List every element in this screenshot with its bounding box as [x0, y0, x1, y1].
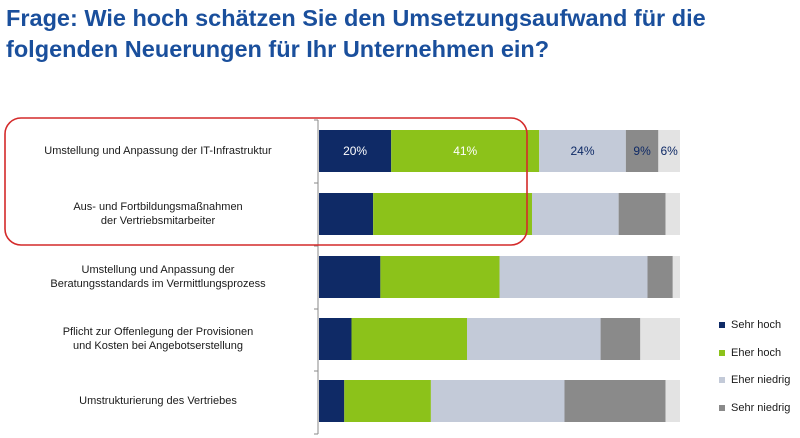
data-label: 6% [660, 144, 678, 158]
bar-segment [499, 256, 648, 298]
chart-title-line-2: folgenden Neuerungen für Ihr Unternehmen… [6, 36, 550, 62]
category-label-line: der Vertriebsmitarbeiter [100, 215, 216, 227]
category-label-line: Pflicht zur Offenlegung der Provisionen [62, 326, 254, 338]
bar-segment [600, 318, 641, 360]
category-label-line: Umstellung und Anpassung der IT-Infrastr… [44, 145, 272, 157]
category-label-line: Beratungsstandards im Vermittlungsprozes… [50, 278, 266, 290]
bar-segment [618, 193, 666, 235]
bar-segment [391, 130, 540, 172]
bar-segment [658, 130, 680, 172]
category-label-line: Umstellung und Anpassung der [81, 264, 235, 276]
legend-label: Eher niedrig [731, 374, 791, 386]
bar-segment [319, 193, 374, 235]
bar-segment [467, 318, 601, 360]
bar-segment [319, 256, 381, 298]
legend-swatch [719, 405, 725, 411]
bar-segment [564, 380, 666, 422]
highlight-box [4, 117, 528, 246]
category-label: Pflicht zur Offenlegung der Provisionen u… [8, 325, 308, 353]
data-label: 20% [343, 144, 367, 158]
bar-segment [344, 380, 431, 422]
legend-swatch [719, 377, 725, 383]
category-label-line: Aus- und Fortbildungsmaßnahmen [73, 201, 243, 213]
bar-segment [531, 193, 619, 235]
bar-segment [625, 130, 659, 172]
legend-label: Eher hoch [731, 347, 782, 359]
category-label: Aus- und Fortbildungsmaßnahmen der Vertri… [8, 200, 308, 228]
category-label: Umstrukturierung des Vertriebes [8, 394, 308, 408]
data-label: 24% [571, 144, 595, 158]
bar-segment [319, 380, 345, 422]
legend-item: Eher hoch [719, 347, 781, 359]
category-label-line: Umstrukturierung des Vertriebes [79, 395, 237, 407]
bar-segment [319, 318, 352, 360]
bar-segment [539, 130, 626, 172]
category-label: Umstellung und Anpassung der Beratungssta… [8, 263, 308, 291]
bar-segment [380, 256, 500, 298]
legend-swatch [719, 350, 725, 356]
legend-item: Eher niedrig [719, 374, 790, 386]
legend-label: Sehr hoch [731, 319, 782, 331]
legend-swatch [719, 322, 725, 328]
bar-segment [647, 256, 673, 298]
chart-title: Frage: Wie hoch schätzen Sie den Umsetzu… [6, 3, 796, 65]
data-label: 9% [633, 144, 651, 158]
category-label: Umstellung und Anpassung der IT-Infrastr… [8, 144, 308, 158]
legend-label: Sehr niedrig [731, 402, 791, 414]
bar-segment [373, 193, 532, 235]
bar-segment [430, 380, 565, 422]
chart-title-line-1: Frage: Wie hoch schätzen Sie den Umsetzu… [6, 5, 706, 31]
legend-item: Sehr niedrig [719, 402, 790, 414]
bar-segment [672, 256, 680, 298]
bar-segment [665, 380, 680, 422]
bar-segment [640, 318, 680, 360]
legend-item: Sehr hoch [719, 319, 781, 331]
category-label-line: und Kosten bei Angebotserstellung [72, 340, 244, 352]
bar-segment [665, 193, 680, 235]
bar-segment [351, 318, 468, 360]
data-label: 41% [453, 144, 477, 158]
bar-segment [319, 130, 392, 172]
